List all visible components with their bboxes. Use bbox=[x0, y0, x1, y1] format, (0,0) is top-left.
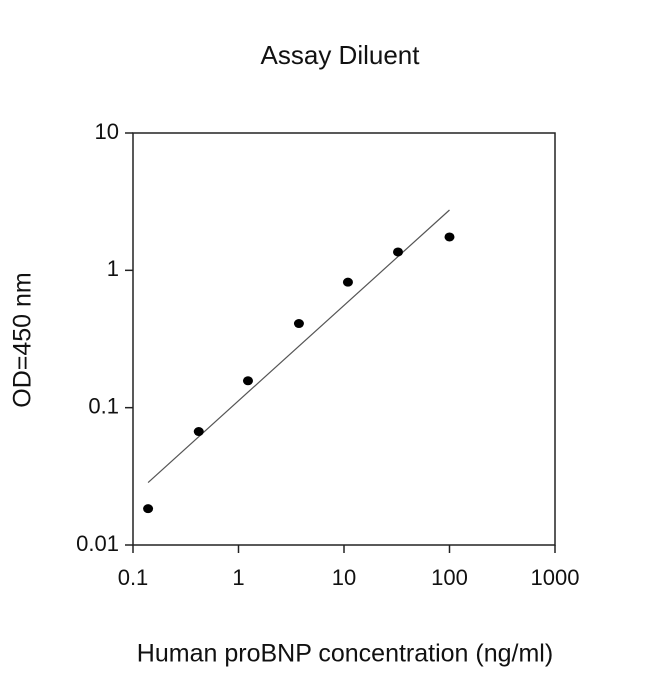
data-point bbox=[143, 504, 154, 514]
y-tick-label: 1 bbox=[107, 256, 119, 281]
data-point bbox=[444, 232, 455, 242]
x-axis-label: Human proBNP concentration (ng/ml) bbox=[137, 640, 553, 668]
x-tick-label: 10 bbox=[332, 565, 356, 590]
data-point bbox=[242, 376, 253, 386]
data-point bbox=[193, 427, 204, 437]
data-point bbox=[342, 277, 353, 287]
trend-line bbox=[147, 209, 450, 483]
x-tick-label: 0.1 bbox=[118, 565, 149, 590]
chart-title: Assay Diluent bbox=[261, 40, 421, 70]
data-point bbox=[393, 247, 404, 257]
data-point bbox=[293, 319, 304, 329]
x-tick-label: 1000 bbox=[531, 565, 580, 590]
x-tick-label: 100 bbox=[431, 565, 468, 590]
x-tick-label: 1 bbox=[232, 565, 244, 590]
y-axis-label: OD=450 nm bbox=[9, 272, 37, 408]
y-tick-label: 10 bbox=[95, 119, 119, 144]
y-tick-label: 0.01 bbox=[76, 531, 119, 556]
plot-frame bbox=[132, 132, 556, 546]
y-tick-label: 0.1 bbox=[88, 393, 119, 418]
